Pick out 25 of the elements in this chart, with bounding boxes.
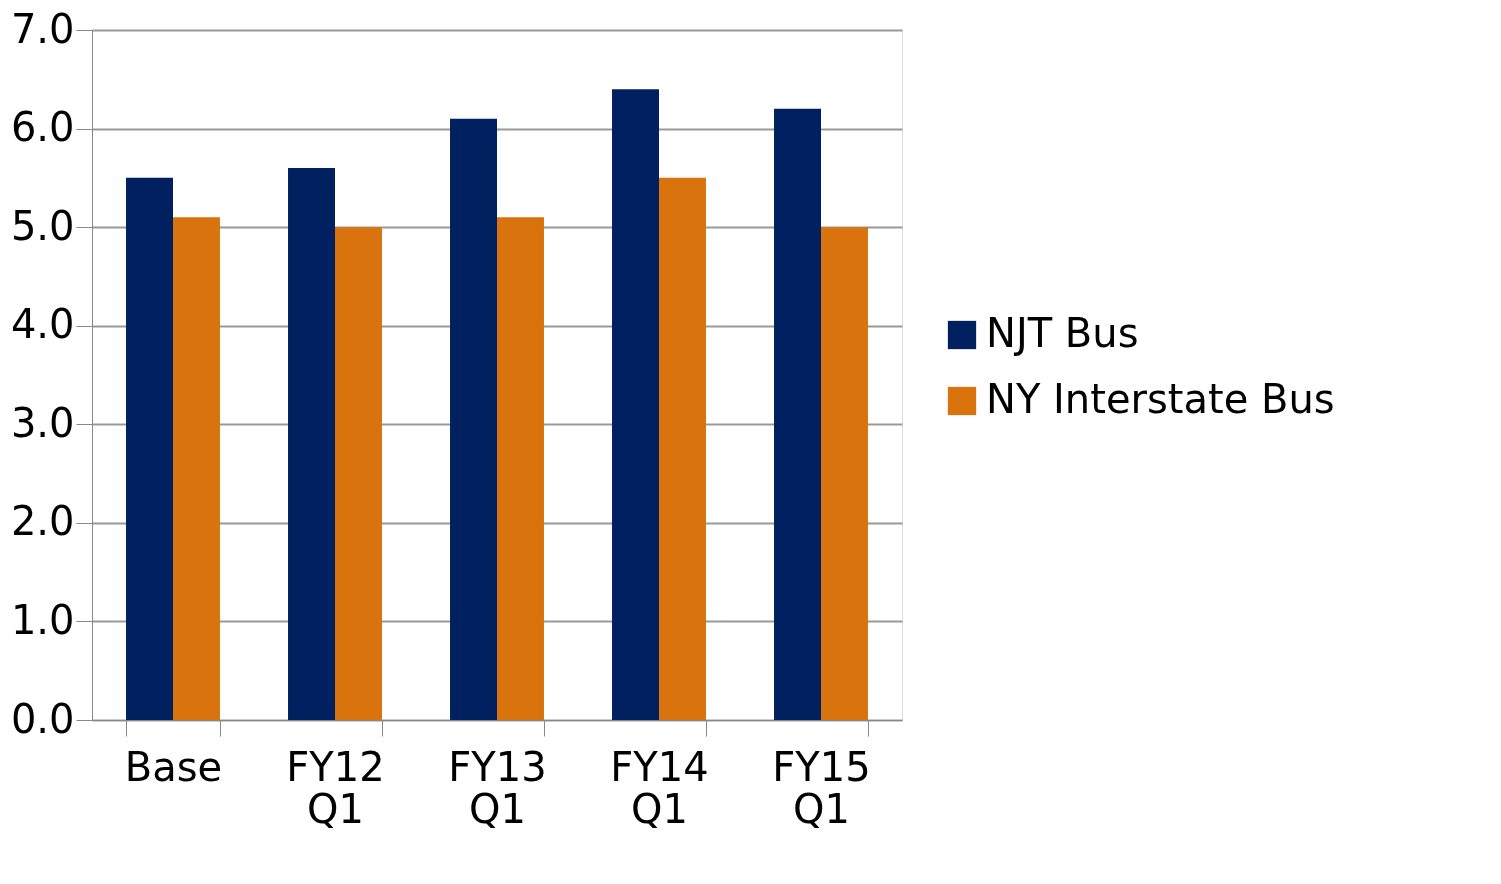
- y-tick-label: 3.0: [10, 399, 75, 446]
- y-tick-label: 5.0: [10, 202, 75, 249]
- y-tick-label: 0.0: [10, 695, 75, 742]
- x-tick-label: FY14 Q1: [610, 743, 709, 832]
- y-tick-label: 7.0: [10, 5, 75, 52]
- y-tick-label: 4.0: [10, 301, 75, 348]
- x-tick-label: FY15 Q1: [772, 743, 871, 832]
- bar: [497, 217, 544, 720]
- legend-label: NJT Bus: [986, 310, 1139, 356]
- x-tick-label: FY13 Q1: [448, 743, 547, 832]
- y-tick-label: 6.0: [10, 104, 75, 151]
- bar: [774, 108, 821, 720]
- bar: [288, 168, 335, 720]
- bar: [126, 177, 173, 720]
- bar: [335, 227, 382, 720]
- bar: [450, 118, 497, 720]
- x-tick-label: FY12 Q1: [286, 743, 385, 832]
- y-tick-label: 1.0: [10, 596, 75, 643]
- bar: [659, 177, 706, 720]
- bar: [821, 227, 868, 720]
- x-tick-label: Base: [124, 743, 223, 790]
- bar: [173, 217, 220, 720]
- y-tick-label: 2.0: [10, 498, 75, 545]
- bar: [612, 89, 659, 720]
- legend-label: NY Interstate Bus: [986, 376, 1335, 422]
